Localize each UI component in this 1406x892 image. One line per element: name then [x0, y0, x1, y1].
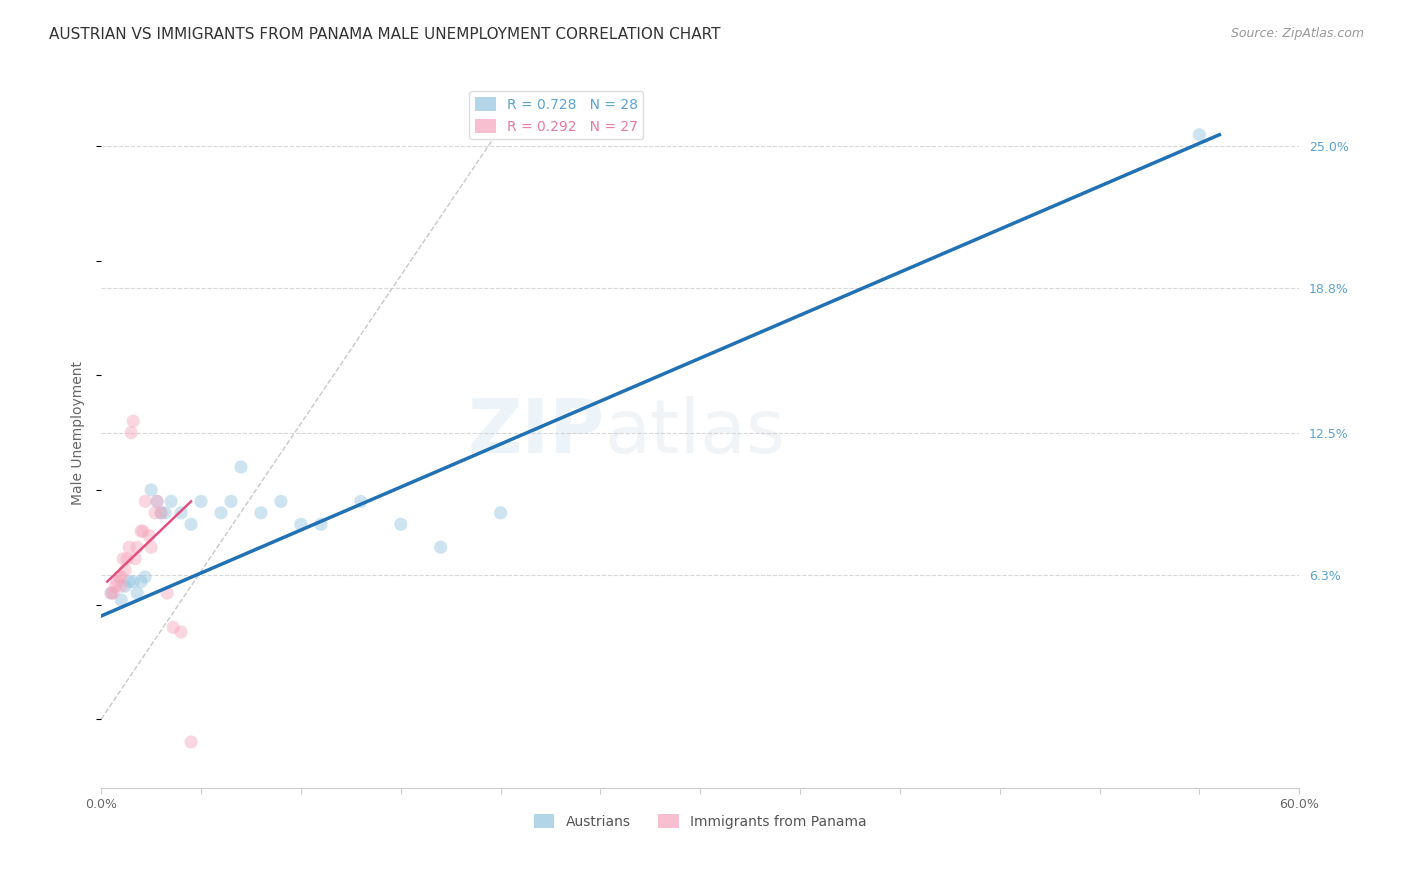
Point — [127, 540, 149, 554]
Point — [108, 570, 131, 584]
Point — [104, 579, 127, 593]
Point — [389, 517, 412, 532]
Point — [122, 414, 145, 428]
Point — [139, 540, 162, 554]
Point — [146, 494, 169, 508]
Point — [100, 586, 122, 600]
Point — [110, 579, 132, 593]
Point — [124, 551, 146, 566]
Point — [162, 620, 184, 634]
Point — [170, 625, 193, 640]
Point — [114, 563, 136, 577]
Point — [143, 506, 166, 520]
Point — [219, 494, 242, 508]
Point — [429, 540, 451, 554]
Text: AUSTRIAN VS IMMIGRANTS FROM PANAMA MALE UNEMPLOYMENT CORRELATION CHART: AUSTRIAN VS IMMIGRANTS FROM PANAMA MALE … — [49, 27, 721, 42]
Point — [122, 574, 145, 589]
Point — [153, 506, 176, 520]
Point — [134, 494, 156, 508]
Point — [146, 494, 169, 508]
Point — [250, 506, 273, 520]
Point — [270, 494, 292, 508]
Point — [309, 517, 332, 532]
Point — [170, 506, 193, 520]
Point — [100, 586, 122, 600]
Point — [110, 593, 132, 607]
Y-axis label: Male Unemployment: Male Unemployment — [72, 360, 86, 505]
Point — [118, 574, 141, 589]
Point — [180, 517, 202, 532]
Point — [129, 574, 152, 589]
Point — [114, 579, 136, 593]
Point — [150, 506, 173, 520]
Point — [120, 425, 142, 440]
Point — [209, 506, 232, 520]
Point — [190, 494, 212, 508]
Text: atlas: atlas — [605, 396, 786, 469]
Point — [138, 529, 160, 543]
Point — [150, 506, 173, 520]
Legend: Austrians, Immigrants from Panama: Austrians, Immigrants from Panama — [529, 808, 872, 834]
Point — [112, 551, 135, 566]
Point — [115, 551, 138, 566]
Point — [290, 517, 312, 532]
Point — [134, 570, 156, 584]
Point — [156, 586, 179, 600]
Point — [139, 483, 162, 497]
Point — [160, 494, 183, 508]
Point — [132, 524, 155, 538]
Point — [103, 586, 125, 600]
Point — [180, 735, 202, 749]
Point — [489, 506, 512, 520]
Text: ZIP: ZIP — [467, 396, 605, 469]
Point — [127, 586, 149, 600]
Point — [229, 460, 252, 475]
Point — [105, 574, 128, 589]
Point — [110, 570, 132, 584]
Text: Source: ZipAtlas.com: Source: ZipAtlas.com — [1230, 27, 1364, 40]
Point — [118, 540, 141, 554]
Point — [129, 524, 152, 538]
Point — [1188, 128, 1211, 142]
Point — [350, 494, 373, 508]
